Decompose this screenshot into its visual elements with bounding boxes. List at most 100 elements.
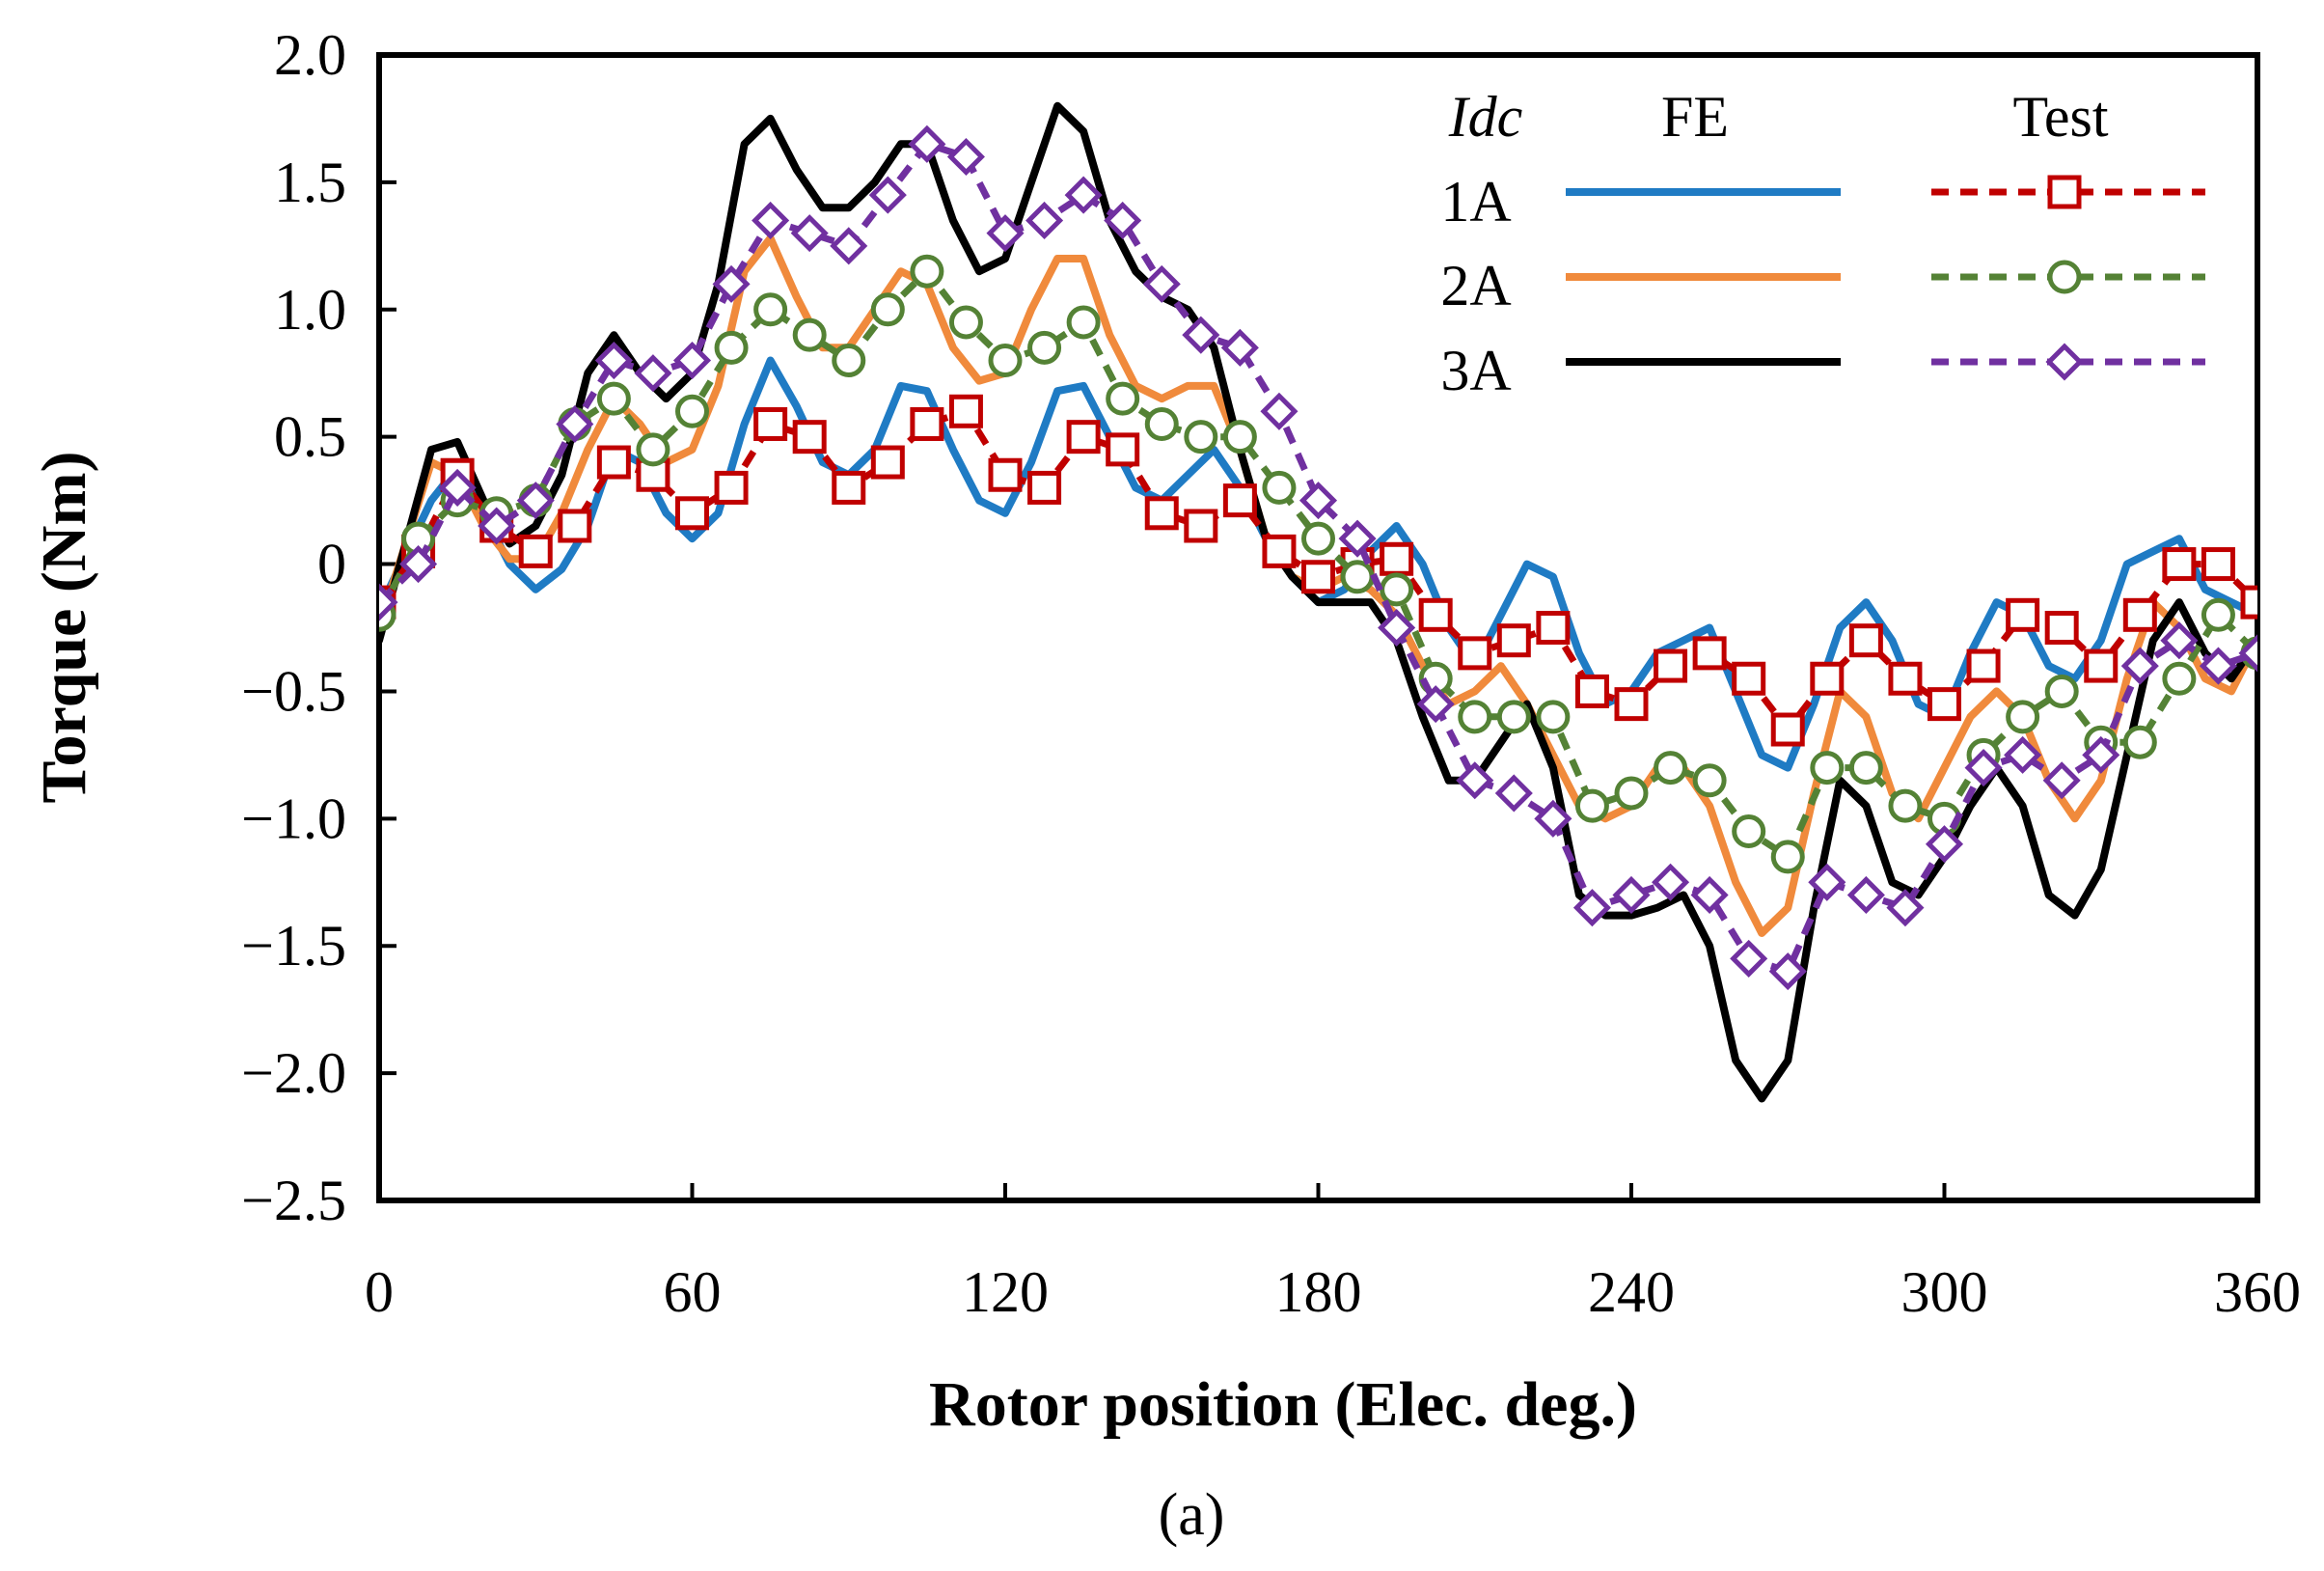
data-point-marker — [518, 534, 553, 568]
legend-row-label-3a: 3A — [1440, 339, 1511, 402]
data-point-marker — [1106, 432, 1140, 467]
y-tick-label: 2.0 — [274, 23, 346, 87]
data-point-marker — [1928, 687, 1961, 722]
data-point-marker — [1184, 420, 1218, 455]
data-point-marker — [2160, 621, 2199, 660]
data-point-marker — [1768, 952, 1807, 991]
legend-header-idc: Idc — [1448, 85, 1523, 149]
data-point-marker — [1262, 534, 1297, 568]
data-point-marker — [2044, 611, 2079, 645]
legend-marker-test — [2045, 343, 2084, 381]
data-point-marker — [1808, 863, 1846, 901]
data-point-marker — [946, 137, 985, 177]
data-point-marker — [1730, 939, 1768, 978]
data-point-marker — [438, 468, 477, 507]
data-point-marker — [2084, 648, 2119, 683]
data-point-marker — [1690, 875, 1729, 915]
data-point-marker — [1458, 636, 1492, 671]
data-point-marker — [1848, 623, 1883, 658]
legend-marker-test — [2047, 260, 2082, 294]
series-line — [379, 101, 2257, 1103]
data-point-marker — [1027, 470, 1062, 505]
data-point-marker — [1380, 572, 1414, 607]
data-point-marker — [1299, 482, 1338, 520]
data-point-marker — [1380, 541, 1414, 576]
data-point-marker — [988, 344, 1023, 378]
data-point-marker — [596, 445, 631, 480]
x-tick-label: 300 — [1901, 1260, 1988, 1324]
data-point-marker — [1966, 648, 2001, 683]
x-axis-title: Rotor position (Elec. deg.) — [929, 1369, 1637, 1440]
data-point-marker — [1692, 763, 1727, 798]
data-point-marker — [2006, 597, 2040, 632]
data-point-marker — [870, 292, 905, 327]
data-point-marker — [986, 214, 1025, 253]
y-tick-label: 1.5 — [274, 151, 346, 214]
data-point-marker — [672, 341, 712, 380]
data-point-marker — [1494, 774, 1533, 813]
x-tick-label: 0 — [365, 1260, 394, 1324]
data-point-marker — [1066, 305, 1101, 340]
data-point-marker — [752, 201, 790, 239]
data-point-marker — [1301, 560, 1335, 594]
y-tick-labels: 2.0 1.5 1.0 0.5 0 −0.5 −1.0 −1.5 −2.0 −2.5 — [241, 23, 346, 1232]
data-point-marker — [596, 381, 631, 416]
legend-header-test: Test — [2012, 85, 2108, 149]
data-point-marker — [1338, 519, 1377, 558]
data-point-marker — [1144, 496, 1179, 531]
data-point-marker — [675, 496, 709, 531]
data-point-marker — [1888, 788, 1923, 823]
data-point-marker — [1496, 623, 1531, 658]
data-point-marker — [1574, 788, 1609, 823]
data-point-marker — [1418, 597, 1453, 632]
x-tick-label: 180 — [1275, 1260, 1362, 1324]
data-point-marker — [1536, 611, 1571, 645]
data-point-marker — [1810, 751, 1845, 786]
data-point-marker — [948, 394, 983, 428]
data-point-marker — [790, 214, 829, 253]
data-point-marker — [830, 227, 868, 265]
data-point-marker — [1027, 330, 1062, 365]
legend-swatches — [1566, 175, 2205, 381]
data-point-marker — [1182, 316, 1220, 354]
data-point-marker — [1104, 201, 1142, 239]
data-point-marker — [753, 406, 788, 441]
data-point-marker — [2044, 674, 2079, 708]
data-point-marker — [675, 394, 709, 428]
data-point-marker — [1378, 608, 1416, 648]
data-point-marker — [2122, 725, 2157, 759]
data-point-marker — [832, 470, 866, 505]
data-point-marker — [558, 509, 592, 543]
data-point-marker — [1260, 392, 1299, 430]
legend-row-label-1a: 1A — [1440, 170, 1511, 234]
data-point-marker — [1025, 201, 1064, 239]
data-point-marker — [792, 420, 827, 455]
data-point-marker — [2082, 735, 2120, 774]
data-point-marker — [1846, 875, 1885, 915]
series-layer — [379, 101, 2257, 1103]
data-point-marker — [2240, 585, 2257, 620]
data-point-marker — [1732, 661, 1766, 696]
data-point-marker — [910, 254, 944, 289]
data-point-marker — [1340, 560, 1375, 594]
plot-frame — [376, 52, 2260, 1203]
data-point-marker — [1654, 648, 1688, 683]
y-tick-label: −1.0 — [241, 786, 346, 850]
data-point-marker — [1262, 470, 1297, 505]
data-point-marker — [712, 264, 751, 303]
legend-marker-test — [2047, 175, 2082, 209]
x-tick-label: 60 — [664, 1260, 722, 1324]
data-point-marker — [2162, 661, 2197, 696]
series-line — [379, 140, 2257, 976]
data-point-marker — [1301, 521, 1335, 556]
data-point-marker — [1106, 381, 1140, 416]
data-point-marker — [1612, 875, 1651, 915]
data-point-marker — [2122, 597, 2157, 632]
tick-marks — [377, 53, 2259, 1202]
data-point-marker — [2004, 735, 2042, 774]
data-point-marker — [2201, 597, 2235, 632]
data-point-marker — [1416, 685, 1455, 724]
y-tick-label: −1.5 — [241, 914, 346, 978]
data-point-marker — [1536, 700, 1571, 734]
